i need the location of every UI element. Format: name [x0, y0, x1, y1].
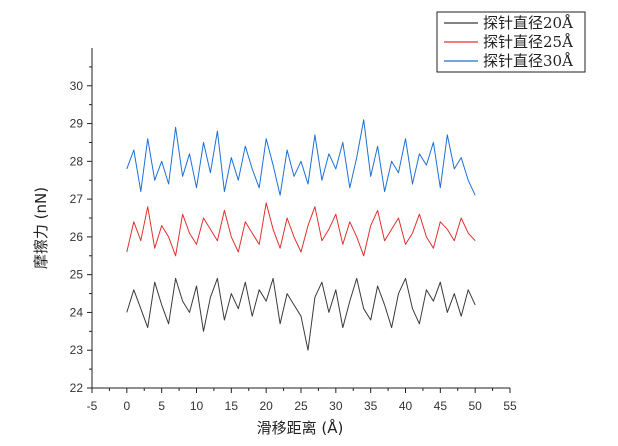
y-tick-label: 23 [70, 343, 84, 357]
y-tick-label: 24 [70, 305, 84, 319]
y-axis: 22 23 24 25 26 27 28 29 30 [70, 48, 93, 395]
x-axis: -5 0 5 10 15 20 25 30 35 40 45 50 55 [87, 387, 517, 413]
y-tick-label: 29 [70, 117, 84, 131]
legend-label-2: 探针直径25Å [483, 33, 573, 51]
x-tick-label: 5 [158, 399, 165, 413]
x-tick-label: 20 [259, 399, 273, 413]
y-tick-label: 25 [70, 268, 84, 282]
series-line-2 [126, 202, 476, 257]
x-tick-label: 55 [503, 399, 517, 413]
plot-area [126, 119, 476, 351]
series-line-3 [126, 119, 476, 196]
x-tick-label: 0 [123, 399, 130, 413]
x-tick-label: 30 [329, 399, 343, 413]
y-tick-label: 27 [70, 192, 84, 206]
legend-label-3: 探针直径30Å [483, 52, 573, 70]
x-tick-label: 45 [434, 399, 448, 413]
y-tick-label: 22 [70, 381, 84, 395]
y-tick-label: 30 [70, 79, 84, 93]
x-tick-label: 50 [468, 399, 482, 413]
legend-label-1: 探针直径20Å [483, 14, 573, 32]
x-tick-label: 15 [225, 399, 239, 413]
x-tick-label: 40 [399, 399, 413, 413]
y-axis-title: 摩擦力 (nN) [32, 187, 50, 269]
x-tick-label: 25 [294, 399, 308, 413]
series-line-1 [126, 277, 476, 351]
y-tick-label: 28 [70, 154, 84, 168]
x-tick-label: 35 [364, 399, 378, 413]
x-axis-title: 滑移距离 (Å) [257, 418, 344, 437]
x-tick-label: -5 [87, 399, 98, 413]
y-tick-label: 26 [70, 230, 84, 244]
x-tick-label: 10 [190, 399, 204, 413]
